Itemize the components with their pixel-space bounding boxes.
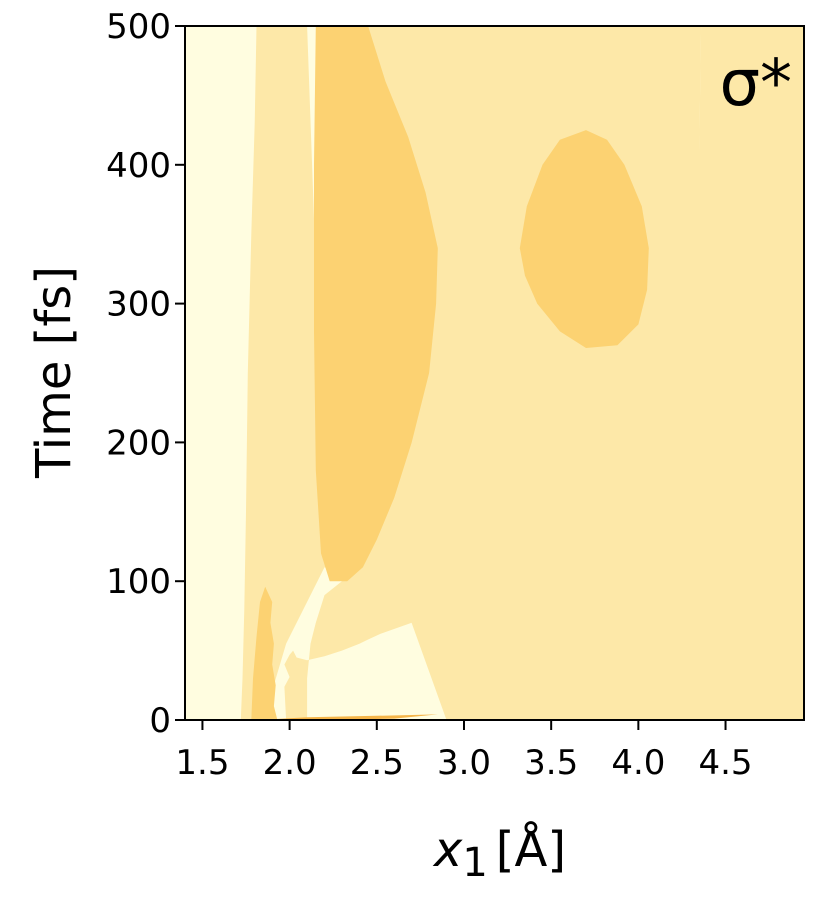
contour-region-4 bbox=[519, 130, 649, 348]
plot-frame bbox=[184, 25, 805, 721]
contour-regions bbox=[240, 26, 804, 720]
state-annotation: σ* bbox=[719, 47, 792, 121]
x-axis-label-main: x bbox=[432, 822, 463, 878]
x-axis-label-unit: [Å] bbox=[496, 821, 566, 878]
y-tick-label: 200 bbox=[106, 423, 171, 463]
y-tick-label: 300 bbox=[106, 285, 171, 325]
x-tick-label: 4.0 bbox=[611, 743, 665, 783]
contour-region-5 bbox=[251, 586, 278, 720]
y-tick-label: 100 bbox=[106, 562, 171, 602]
y-tick-label: 400 bbox=[106, 146, 171, 186]
x-tick-label: 2.5 bbox=[350, 743, 404, 783]
y-tick-label: 500 bbox=[106, 7, 171, 47]
x-tick-label: 1.5 bbox=[175, 743, 229, 783]
y-axis-ticks: 0 100 200 300 400 500 bbox=[106, 7, 185, 741]
x-tick-label: 2.0 bbox=[263, 743, 317, 783]
x-tick-label: 3.0 bbox=[437, 743, 491, 783]
x-axis-label: x1 [Å] bbox=[432, 821, 566, 886]
x-axis-label-subscript: 1 bbox=[462, 840, 487, 886]
x-tick-label: 4.5 bbox=[698, 743, 752, 783]
y-tick-label: 0 bbox=[149, 701, 171, 741]
x-axis-ticks: 1.5 2.0 2.5 3.0 3.5 4.0 4.5 bbox=[175, 720, 753, 783]
contour-region-3 bbox=[314, 26, 438, 582]
y-axis-label: Time [fs] bbox=[26, 266, 82, 479]
x-tick-label: 3.5 bbox=[524, 743, 578, 783]
contour-region-6 bbox=[258, 714, 438, 720]
